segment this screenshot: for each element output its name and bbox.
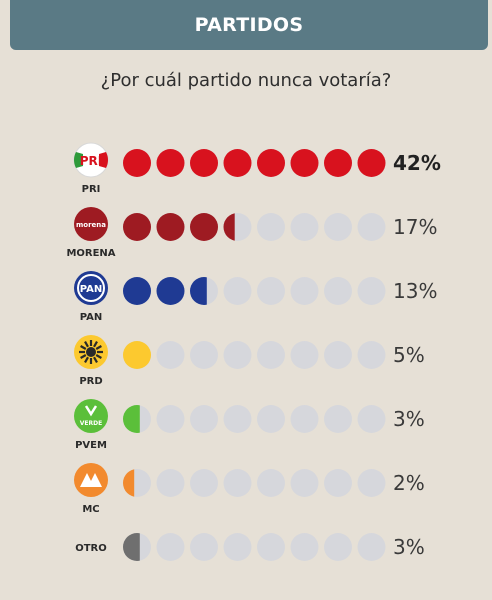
dot-mc-1 — [123, 469, 151, 497]
dot-mc-3 — [190, 469, 218, 497]
dot-morena-2 — [156, 213, 185, 241]
dot-pan-4 — [223, 277, 252, 305]
dot-pri-2 — [156, 149, 185, 177]
dot-pvem-6 — [290, 405, 319, 433]
dot-pri-7 — [324, 149, 352, 177]
dot-mc-6 — [290, 469, 319, 497]
value-label-pri: 42% — [393, 151, 441, 175]
dot-prd-3 — [190, 341, 218, 369]
dot-pan-3 — [190, 277, 218, 305]
dot-otro-1 — [123, 533, 151, 561]
dot-pri-6 — [290, 149, 319, 177]
pvem-logo-icon: VERDE — [74, 399, 108, 433]
header-bar: PARTIDOS — [10, 0, 488, 50]
value-label-pvem: 3% — [393, 407, 425, 431]
dot-morena-8 — [357, 213, 386, 241]
svg-text:VERDE: VERDE — [80, 420, 102, 427]
party-row-otro: OTRO 3% — [75, 533, 425, 561]
dot-otro-8 — [357, 533, 386, 561]
dot-pvem-1 — [123, 405, 151, 433]
dot-morena-5 — [257, 213, 285, 241]
pan-logo-icon: PAN — [74, 271, 108, 305]
dot-prd-6 — [290, 341, 319, 369]
party-row-pvem: VERDE PVEM 3% — [74, 399, 425, 451]
party-label-morena: MORENA — [66, 248, 115, 259]
dot-otro-5 — [257, 533, 285, 561]
party-row-prd: PRD 5% — [74, 335, 425, 387]
prd-logo-icon — [74, 335, 108, 369]
dot-pvem-7 — [324, 405, 352, 433]
dot-mc-2 — [156, 469, 185, 497]
party-row-morena: morena MORENA 17% — [66, 207, 437, 259]
dot-prd-1 — [123, 341, 151, 369]
dot-morena-1 — [123, 213, 151, 241]
dot-otro-2 — [156, 533, 185, 561]
dot-pri-8 — [357, 149, 386, 177]
dot-prd-5 — [257, 341, 285, 369]
dot-pvem-5 — [257, 405, 285, 433]
dot-otro-6 — [290, 533, 319, 561]
dot-pri-1 — [123, 149, 151, 177]
party-label-otro: OTRO — [75, 543, 107, 554]
dot-prd-2 — [156, 341, 185, 369]
party-row-mc: MC 2% — [74, 463, 425, 515]
dot-pan-1 — [123, 277, 151, 305]
dot-pvem-2 — [156, 405, 185, 433]
dot-mc-5 — [257, 469, 285, 497]
dot-pvem-4 — [223, 405, 252, 433]
dot-otro-4 — [223, 533, 252, 561]
dot-pan-2 — [156, 277, 185, 305]
dot-pan-5 — [257, 277, 285, 305]
party-label-prd: PRD — [79, 376, 102, 387]
dot-morena-6 — [290, 213, 319, 241]
dot-mc-4 — [223, 469, 252, 497]
svg-text:PAN: PAN — [80, 284, 103, 295]
party-label-mc: MC — [82, 504, 99, 515]
value-label-otro: 3% — [393, 535, 425, 559]
morena-logo-icon: morena — [74, 207, 108, 241]
party-label-pri: PRI — [82, 184, 101, 195]
svg-text:morena: morena — [76, 221, 106, 229]
party-label-pvem: PVEM — [75, 440, 107, 451]
dot-pvem-8 — [357, 405, 386, 433]
mc-logo-icon — [74, 463, 108, 497]
dot-otro-7 — [324, 533, 352, 561]
value-label-mc: 2% — [393, 471, 425, 495]
value-label-pan: 13% — [393, 279, 437, 303]
dot-mc-7 — [324, 469, 352, 497]
dot-pan-7 — [324, 277, 352, 305]
dot-prd-7 — [324, 341, 352, 369]
dot-prd-8 — [357, 341, 386, 369]
dot-pri-5 — [257, 149, 285, 177]
party-label-pan: PAN — [80, 312, 103, 323]
header-title: PARTIDOS — [194, 14, 304, 36]
chart-question: ¿Por cuál partido nunca votaría? — [100, 70, 392, 91]
dot-pan-6 — [290, 277, 319, 305]
dot-morena-7 — [324, 213, 352, 241]
value-label-prd: 5% — [393, 343, 425, 367]
dot-morena-4 — [223, 213, 252, 241]
dot-prd-4 — [223, 341, 252, 369]
value-label-morena: 17% — [393, 215, 437, 239]
dot-mc-8 — [357, 469, 386, 497]
svg-text:PRI: PRI — [80, 154, 103, 168]
dot-morena-3 — [190, 213, 218, 241]
dot-pri-4 — [223, 149, 252, 177]
dot-pvem-3 — [190, 405, 218, 433]
dot-pri-3 — [190, 149, 218, 177]
dot-otro-3 — [190, 533, 218, 561]
pri-logo-icon: PRI — [73, 142, 109, 178]
party-row-pan: PAN PAN 13% — [74, 271, 437, 323]
dot-pan-8 — [357, 277, 386, 305]
party-row-pri: PRI PRI 42% — [73, 142, 441, 195]
